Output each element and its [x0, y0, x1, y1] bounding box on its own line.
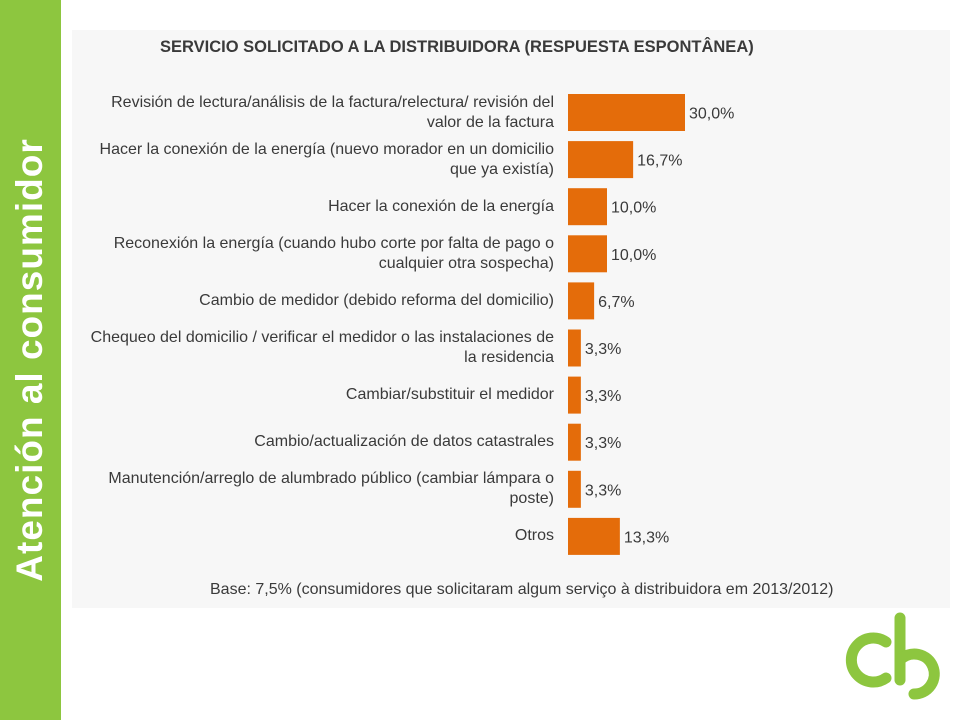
bar	[568, 329, 581, 367]
bar	[568, 376, 581, 414]
bar-value-label: 3,3%	[585, 482, 621, 499]
cb-logo-icon	[845, 612, 940, 700]
bar	[568, 423, 581, 461]
bar-value-label: 30,0%	[689, 106, 734, 123]
category-label: Cambio de medidor (debido reforma del do…	[199, 291, 554, 309]
category-label: Manutención/arreglo de alumbrado público…	[108, 470, 554, 508]
category-label: Revisión de lectura/análisis de la factu…	[111, 93, 554, 131]
bar-value-label: 10,0%	[611, 200, 656, 217]
bar	[568, 235, 607, 273]
category-label: Hacer la conexión de la energía	[328, 197, 554, 215]
base-footnote: Base: 7,5% (consumidores que solicitaram…	[210, 581, 834, 598]
bar	[568, 470, 581, 508]
bar-value-label: 3,3%	[585, 341, 621, 358]
bar-value-label: 3,3%	[585, 388, 621, 405]
bar	[568, 94, 685, 131]
bar-value-label: 16,7%	[637, 153, 682, 170]
sidebar-band: Atención al consumidor	[0, 0, 61, 720]
category-label: Reconexión la energía (cuando hubo corte…	[113, 234, 554, 272]
category-label: Cambiar/substituir el medidor	[345, 386, 554, 404]
chart-panel	[72, 30, 950, 608]
bar-value-label: 3,3%	[585, 435, 621, 452]
bar	[568, 517, 620, 555]
category-label: Hacer la conexión de la energía (nuevo m…	[99, 140, 554, 178]
bar-value-label: 13,3%	[624, 529, 669, 546]
sidebar-title: Atención al consumidor	[9, 138, 50, 582]
bar-value-label: 10,0%	[611, 247, 656, 264]
category-label: Cambio/actualización de datos catastrale…	[254, 433, 554, 451]
bar	[568, 188, 607, 226]
category-label: Chequeo del domicilio / verificar el med…	[90, 329, 554, 366]
bar-value-label: 6,7%	[598, 294, 634, 311]
bar	[568, 141, 634, 179]
bar-chart: 30,0% 16,7% 10,0% 10,0% 6,7% 3,3% 3,3% 3,3% 3,3%…	[72, 30, 950, 608]
chart-title: SERVICIO SOLICITADO A LA DISTRIBUIDORA (…	[160, 38, 754, 56]
bar	[568, 282, 595, 320]
category-label: Otros	[514, 527, 554, 545]
bar-chart-svg: 30,0% 16,7% 10,0% 10,0% 6,7% 3,3% 3,3% 3,3% 3,3%…	[568, 94, 734, 555]
